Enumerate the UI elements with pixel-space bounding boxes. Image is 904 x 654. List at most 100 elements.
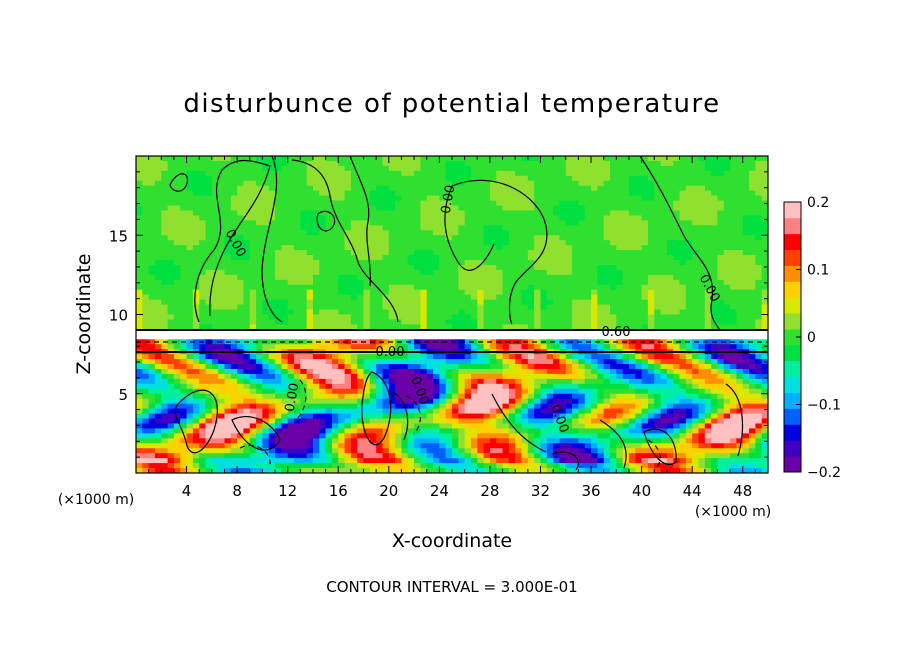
heatmap-cell bbox=[685, 200, 693, 206]
heatmap-cell bbox=[136, 319, 143, 325]
heatmap-cell bbox=[515, 359, 522, 365]
heatmap-cell bbox=[173, 309, 181, 315]
heatmap-cell bbox=[294, 334, 301, 340]
heatmap-cell bbox=[546, 383, 554, 390]
heatmap-cell bbox=[723, 260, 731, 266]
heatmap-cell bbox=[527, 289, 535, 296]
heatmap-cell bbox=[761, 309, 768, 315]
heatmap-cell bbox=[572, 294, 579, 301]
heatmap-cell bbox=[388, 354, 396, 360]
heatmap-cell bbox=[578, 230, 586, 236]
heatmap-cell bbox=[173, 329, 181, 335]
heatmap-cell bbox=[331, 294, 339, 301]
heatmap-cell bbox=[243, 319, 251, 325]
heatmap-cell bbox=[136, 264, 143, 271]
heatmap-cell bbox=[749, 225, 756, 231]
heatmap-cell bbox=[717, 269, 725, 276]
heatmap-cell bbox=[723, 156, 731, 162]
heatmap-cell bbox=[610, 215, 617, 221]
heatmap-cell bbox=[647, 255, 655, 261]
heatmap-cell bbox=[540, 344, 548, 350]
heatmap-cell bbox=[439, 393, 447, 400]
heatmap-cell bbox=[698, 185, 706, 192]
heatmap-cell bbox=[546, 284, 554, 291]
heatmap-cell bbox=[426, 190, 434, 197]
heatmap-cell bbox=[426, 344, 434, 350]
heatmap-cell bbox=[350, 200, 358, 206]
heatmap-cell bbox=[679, 180, 687, 187]
heatmap-cell bbox=[679, 274, 687, 281]
heatmap-cell bbox=[546, 274, 554, 281]
heatmap-cell bbox=[192, 329, 200, 335]
heatmap-cell bbox=[275, 339, 282, 345]
heatmap-cell bbox=[256, 210, 263, 216]
heatmap-cell bbox=[685, 378, 693, 385]
heatmap-cell bbox=[401, 393, 409, 400]
heatmap-cell bbox=[521, 368, 529, 375]
heatmap-cell bbox=[300, 220, 308, 226]
heatmap-cell bbox=[553, 230, 560, 236]
heatmap-cell bbox=[464, 289, 472, 296]
heatmap-cell bbox=[730, 368, 737, 375]
heatmap-cell bbox=[730, 304, 737, 310]
heatmap-cell bbox=[572, 260, 579, 266]
heatmap-cell bbox=[338, 344, 345, 350]
heatmap-cell bbox=[338, 319, 345, 325]
heatmap-cell bbox=[591, 200, 598, 206]
heatmap-cell bbox=[489, 284, 497, 291]
heatmap-cell bbox=[275, 383, 282, 390]
heatmap-cell bbox=[230, 245, 238, 251]
heatmap-cell bbox=[578, 190, 586, 197]
heatmap-cell bbox=[401, 160, 409, 167]
heatmap-cell bbox=[597, 250, 605, 256]
heatmap-cell bbox=[142, 373, 150, 380]
heatmap-cell bbox=[483, 264, 491, 271]
heatmap-cell bbox=[508, 200, 516, 206]
heatmap-cell bbox=[249, 279, 257, 286]
heatmap-cell bbox=[433, 334, 440, 340]
heatmap-cell bbox=[142, 230, 150, 236]
heatmap-cell bbox=[433, 393, 440, 400]
heatmap-cell bbox=[173, 284, 181, 291]
heatmap-cell bbox=[742, 344, 750, 350]
heatmap-cell bbox=[262, 354, 270, 360]
heatmap-cell bbox=[136, 165, 143, 172]
heatmap-cell bbox=[489, 185, 497, 192]
heatmap-cell bbox=[218, 319, 225, 325]
heatmap-cell bbox=[376, 250, 383, 256]
heatmap-cell bbox=[692, 294, 699, 301]
heatmap-cell bbox=[477, 200, 484, 206]
heatmap-cell bbox=[287, 378, 295, 385]
heatmap-cell bbox=[458, 388, 466, 395]
heatmap-cell bbox=[218, 195, 225, 201]
heatmap-cell bbox=[401, 388, 409, 395]
heatmap-cell bbox=[306, 393, 314, 400]
heatmap-cell bbox=[363, 279, 371, 286]
heatmap-cell bbox=[243, 324, 251, 330]
heatmap-cell bbox=[698, 299, 706, 305]
heatmap-cell bbox=[287, 160, 295, 167]
heatmap-cell bbox=[521, 220, 529, 226]
heatmap-cell bbox=[350, 215, 358, 221]
heatmap-cell bbox=[761, 160, 768, 167]
heatmap-cell bbox=[553, 294, 560, 301]
heatmap-cell bbox=[230, 393, 238, 400]
heatmap-cell bbox=[692, 344, 699, 350]
heatmap-cell bbox=[414, 274, 421, 281]
heatmap-cell bbox=[679, 344, 687, 350]
heatmap-cell bbox=[723, 324, 731, 330]
heatmap-cell bbox=[420, 299, 428, 305]
heatmap-cell bbox=[192, 175, 200, 182]
heatmap-cell bbox=[312, 289, 320, 296]
heatmap-cell bbox=[622, 250, 630, 256]
heatmap-cell bbox=[262, 368, 270, 375]
heatmap-cell bbox=[136, 205, 143, 211]
heatmap-cell bbox=[730, 235, 737, 241]
heatmap-cell bbox=[628, 220, 636, 226]
heatmap-cell bbox=[723, 200, 731, 206]
heatmap-cell bbox=[527, 264, 535, 271]
heatmap-cell bbox=[243, 170, 251, 177]
heatmap-cell bbox=[521, 160, 529, 167]
heatmap-cell bbox=[224, 324, 232, 330]
heatmap-cell bbox=[218, 190, 225, 197]
